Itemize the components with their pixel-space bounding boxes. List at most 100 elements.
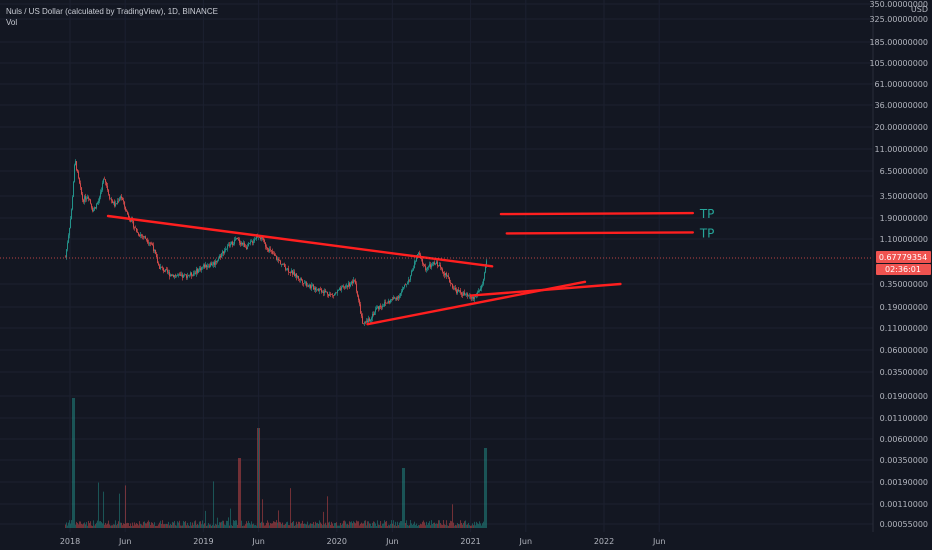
candle-body	[135, 227, 137, 229]
volume-bar	[320, 522, 322, 528]
volume-bar	[223, 520, 225, 528]
candles	[65, 159, 488, 326]
candle-body	[168, 272, 170, 273]
volume-bar	[398, 525, 400, 528]
candle-body	[271, 250, 273, 252]
volume-bar	[283, 525, 285, 528]
candle-body	[392, 299, 394, 300]
volume-bar	[423, 520, 425, 528]
volume-bar	[149, 521, 151, 528]
y-tick-label: 105.00000000	[869, 59, 928, 68]
candle-body	[120, 196, 122, 199]
candle-body	[76, 161, 78, 170]
candle-body	[474, 297, 476, 300]
candle-body	[108, 190, 110, 195]
candle-body	[211, 263, 213, 266]
candle-body	[224, 250, 226, 254]
volume-bar	[411, 523, 413, 528]
volume-bar	[417, 525, 419, 528]
candle-body	[355, 280, 357, 284]
candle-body	[348, 283, 350, 287]
volume-bar	[337, 525, 339, 528]
candle-body	[173, 274, 175, 278]
candle-body	[310, 285, 312, 289]
volume-bar	[123, 523, 125, 528]
volume-bar	[73, 398, 75, 528]
volume-bar	[348, 524, 350, 528]
volume-bar	[96, 522, 98, 528]
volume-bar	[78, 524, 80, 528]
volume-bar	[275, 522, 277, 528]
candle-body	[453, 287, 455, 289]
volume-bar	[191, 525, 193, 528]
volume-bar	[260, 522, 262, 528]
candle-body	[89, 198, 91, 200]
candle-body	[429, 264, 431, 267]
candle-body	[277, 258, 279, 260]
volume-bar	[195, 520, 197, 528]
volume-bar	[122, 525, 124, 528]
candle-body	[176, 275, 178, 277]
candle-body	[153, 245, 155, 251]
candle-body	[174, 275, 176, 278]
candle-body	[402, 288, 404, 292]
candle-body	[311, 285, 313, 289]
volume-bar	[311, 523, 313, 528]
candle-body	[93, 209, 95, 212]
volume-bar	[146, 523, 148, 528]
candle-body	[142, 235, 144, 237]
volume-bar	[309, 524, 311, 528]
volume-bar	[197, 523, 199, 528]
volume-bar	[235, 520, 237, 528]
volume-bar	[144, 521, 146, 528]
volume-bar	[243, 525, 245, 528]
candle-body	[65, 256, 67, 258]
candle-body	[179, 274, 181, 276]
candle-body	[480, 288, 482, 291]
volume-bar	[282, 522, 284, 528]
volume-bar	[280, 522, 282, 528]
candle-body	[246, 247, 248, 250]
volume-bar	[384, 520, 386, 528]
candle-body	[240, 242, 242, 245]
candle-body	[303, 283, 305, 284]
candle-body	[248, 243, 250, 247]
y-tick-label: 0.00055000	[880, 520, 928, 529]
candle-body	[212, 264, 214, 266]
candle-body	[293, 271, 295, 275]
take-profit-line	[505, 231, 695, 235]
candle-body	[340, 288, 342, 290]
candle-body	[430, 264, 432, 268]
volume-bar	[76, 521, 78, 528]
volume-bar	[450, 520, 452, 528]
volume-bar	[438, 520, 440, 528]
candle-body	[222, 251, 224, 254]
volume-bar	[177, 521, 179, 528]
candle-body	[398, 296, 400, 298]
volume-bar	[170, 523, 172, 528]
volume-bar	[480, 523, 482, 528]
candle-body	[410, 275, 412, 280]
y-axis-unit: USD	[911, 5, 928, 14]
candle-body	[244, 243, 246, 247]
volume-bar	[254, 525, 256, 528]
volume-bar	[360, 523, 362, 528]
volume-bar	[486, 448, 488, 528]
candle-body	[431, 264, 433, 268]
volume-bar	[418, 524, 420, 528]
volume-bar	[202, 520, 204, 528]
candle-body	[391, 299, 393, 301]
candle-body	[305, 282, 307, 283]
candle-body	[103, 178, 105, 183]
volume-bar	[131, 525, 133, 528]
volume-bar	[287, 521, 289, 528]
volume-bar	[286, 522, 288, 528]
candle-body	[388, 300, 390, 304]
candle-body	[190, 272, 192, 276]
candle-body	[407, 282, 409, 285]
candle-body	[202, 266, 204, 268]
volume-bar	[256, 525, 258, 528]
candle-body	[100, 192, 102, 198]
volume-bar	[207, 525, 209, 528]
